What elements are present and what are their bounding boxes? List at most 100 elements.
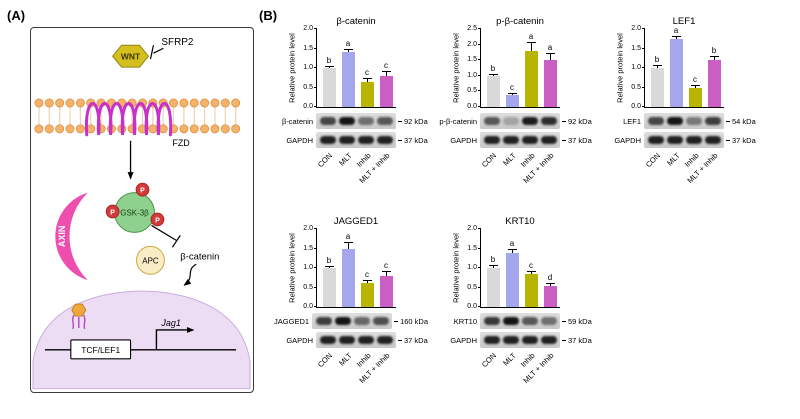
- y-tick-label: 0.5: [467, 283, 481, 291]
- y-tick-label: 0.0: [467, 103, 481, 110]
- y-axis-ticks: 0.0 0.5 1.0 1.5 2.0 2.5: [462, 25, 481, 110]
- error-bar: [488, 73, 498, 76]
- chart-title: JAGGED1: [333, 216, 379, 227]
- lipid-head: [55, 124, 65, 134]
- lipid-head: [210, 124, 220, 134]
- western-blot-strip: [480, 132, 560, 148]
- x-tick-label: CON: [644, 151, 663, 170]
- lipid-head: [44, 98, 54, 108]
- protein-band: [339, 117, 355, 125]
- molecular-weight-label: 37 kDa: [398, 336, 428, 345]
- error-bar: [526, 270, 536, 274]
- bar-MLT: [505, 253, 519, 307]
- error-bar: [507, 248, 517, 254]
- nucleus: [32, 290, 251, 390]
- receptor-icon: [71, 303, 87, 317]
- molecular-weight-label: 37 kDa: [398, 136, 428, 145]
- tcf-lef1-box: [70, 339, 132, 360]
- error-bar: [709, 55, 719, 61]
- error-bar: [690, 85, 700, 88]
- x-tick-label: CON: [480, 351, 499, 370]
- bar-Inhib: [524, 273, 538, 307]
- panel-b: β-catenin Relative protein level 0.0 0.5 1…: [256, 4, 800, 385]
- y-tick-label: 0.5: [467, 87, 481, 95]
- lipid-head: [210, 98, 220, 108]
- gsk-inhibit-line: [151, 224, 177, 241]
- protein-band: [377, 117, 393, 125]
- blot-protein-label: KRT10: [453, 316, 477, 326]
- phospho-label: P: [110, 209, 115, 216]
- wnt-pathway-svg: WNT SFRP2 FZD AXIN GSK-3β P P P APC: [32, 37, 251, 390]
- significance-letter: b: [490, 63, 496, 73]
- chart-group-beta-catenin: β-catenin Relative protein level 0.0 0.5 1…: [272, 16, 428, 185]
- bar-MLT: [505, 95, 519, 107]
- gsk-inhibit-cap: [171, 235, 181, 248]
- significance-letter: b: [490, 255, 496, 265]
- bar-chart: Relative protein level 0.0 0.5 1.0 1.5 2.0 b…: [272, 225, 428, 310]
- lipid-head: [75, 98, 85, 108]
- error-bar: [343, 48, 353, 52]
- western-blot-strip: [316, 132, 396, 148]
- bar-Inhib: [360, 81, 374, 107]
- loading-control-row: GAPDH 37 kDa: [272, 332, 428, 348]
- fzd-label: FZD: [172, 138, 190, 148]
- blot-protein-label: GAPDH: [614, 135, 641, 145]
- protein-band: [522, 136, 538, 144]
- lipid-head: [44, 124, 54, 134]
- y-axis-ticks: 0.0 0.5 1.0 1.5 2.0: [626, 25, 645, 110]
- protein-band: [484, 117, 500, 125]
- protein-band: [503, 136, 519, 144]
- protein-band: [522, 336, 538, 344]
- western-blot-row: p-β-catenin 92 kDa: [436, 113, 592, 129]
- bar-Inhib: [524, 51, 538, 107]
- chart-group-lef1: LEF1 Relative protein level 0.0 0.5 1.0 1.5…: [600, 16, 756, 185]
- protein-band: [320, 336, 336, 344]
- y-axis-label-wrap: Relative protein level: [614, 29, 626, 107]
- lipid-head: [220, 98, 230, 108]
- chart-title: β-catenin: [336, 16, 376, 27]
- western-blot-strip: [644, 113, 724, 129]
- bar-chart: Relative protein level 0.0 0.5 1.0 1.5 2.0 b…: [600, 25, 756, 110]
- protein-band: [358, 336, 374, 344]
- lipid-head: [179, 98, 189, 108]
- loading-control-row: GAPDH 37 kDa: [600, 132, 756, 148]
- protein-band: [316, 317, 333, 325]
- y-axis-ticks: 0.0 0.5 1.0 1.5 2.0: [298, 25, 317, 110]
- x-tick-label: MLT: [500, 151, 518, 168]
- sfrp2-inhibit-line: [153, 47, 164, 54]
- protein-band: [339, 136, 355, 144]
- western-blot-row: β-catenin 92 kDa: [272, 113, 428, 129]
- transcription-arrow: [155, 326, 195, 350]
- western-blot-strip: [480, 332, 560, 348]
- x-tick-label: CON: [316, 151, 335, 170]
- bar-chart: Relative protein level 0.0 0.5 1.0 1.5 2.0 b…: [272, 25, 428, 110]
- error-bar: [362, 279, 372, 283]
- western-blot-strip: [316, 332, 396, 348]
- bar-MLT + Inhib: [379, 275, 393, 307]
- error-bar: [488, 265, 498, 268]
- fzd-receptor: [84, 102, 173, 137]
- blot-protein-label: JAGGED1: [274, 316, 310, 326]
- protein-band: [705, 117, 721, 125]
- phospho-label: P: [140, 188, 145, 195]
- y-axis-label: Relative protein level: [451, 233, 461, 303]
- sfrp2-label: SFRP2: [161, 37, 194, 48]
- significance-letter: a: [547, 42, 553, 52]
- protein-band: [358, 117, 374, 125]
- significance-letter: b: [326, 55, 332, 65]
- wnt-ligand: [111, 44, 150, 68]
- lipid-head: [189, 98, 199, 108]
- blot-protein-label: LEF1: [623, 116, 641, 126]
- significance-letter: a: [673, 25, 679, 35]
- phospho-icon: [150, 212, 165, 227]
- western-blot-strip: [312, 313, 393, 329]
- protein-band: [522, 317, 538, 325]
- panel-a-label: (A): [7, 8, 26, 23]
- protein-band: [503, 317, 519, 325]
- bar-CON: [486, 268, 500, 307]
- bar-MLT + Inhib: [707, 60, 721, 107]
- beta-catenin-label: β-catenin: [180, 251, 219, 262]
- protein-band: [648, 136, 664, 144]
- bar-CON: [486, 75, 500, 107]
